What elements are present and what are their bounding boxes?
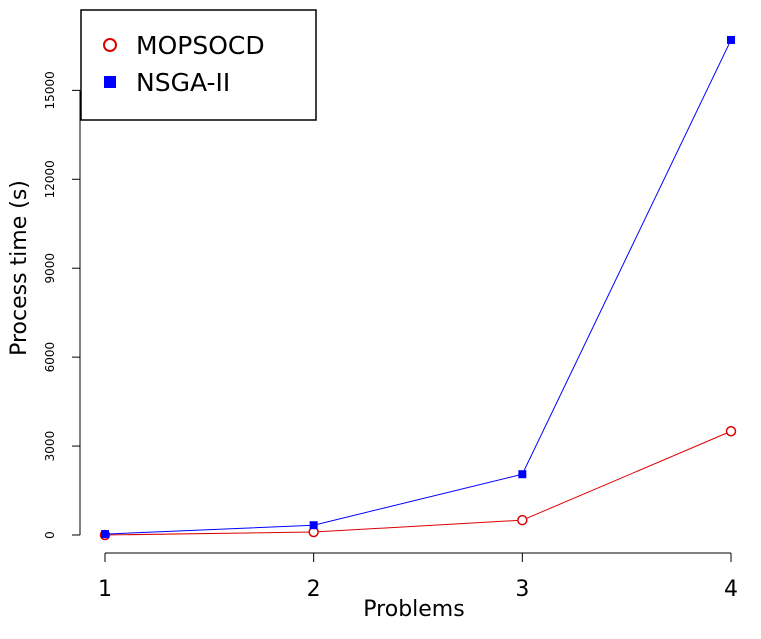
- series-line-mopsocd: [104, 430, 732, 536]
- x-axis-title: Problems: [363, 597, 464, 622]
- y-tick-label: 15000: [43, 71, 57, 109]
- x-tick-label: 2: [307, 577, 321, 602]
- y-tick-label: 0: [43, 531, 57, 539]
- legend-marker-nsga-ii: [104, 76, 116, 88]
- legend-label-nsga-ii: NSGA-II: [136, 68, 230, 97]
- x-tick-label: 1: [98, 577, 112, 602]
- legend-marker-mopsocd: [103, 38, 117, 52]
- legend: MOPSOCD NSGA-II: [80, 9, 317, 121]
- x-tick-label: 4: [724, 577, 738, 602]
- y-tick-label: 9000: [43, 253, 57, 284]
- series-layer: [99, 35, 737, 541]
- data-point-nsga-ii: [518, 470, 527, 479]
- legend-box: [80, 9, 317, 121]
- y-tick-label: 3000: [43, 431, 57, 462]
- y-tick-label: 6000: [43, 342, 57, 373]
- series-line-nsga-ii: [104, 39, 732, 535]
- data-point-nsga-ii: [727, 35, 735, 44]
- y-axis-title: Process time (s): [7, 180, 32, 356]
- legend-label-mopsocd: MOPSOCD: [136, 31, 265, 60]
- data-point-nsga-ii: [101, 530, 109, 539]
- y-axis: 0 3000 6000 9000 12000 15000: [43, 71, 81, 539]
- data-point-mopsocd: [725, 426, 737, 437]
- data-point-nsga-ii: [309, 521, 318, 530]
- data-point-mopsocd: [517, 514, 528, 526]
- y-tick-label: 12000: [43, 160, 57, 198]
- x-axis: 1 2 3 4: [98, 552, 738, 602]
- x-tick-label: 3: [515, 577, 529, 602]
